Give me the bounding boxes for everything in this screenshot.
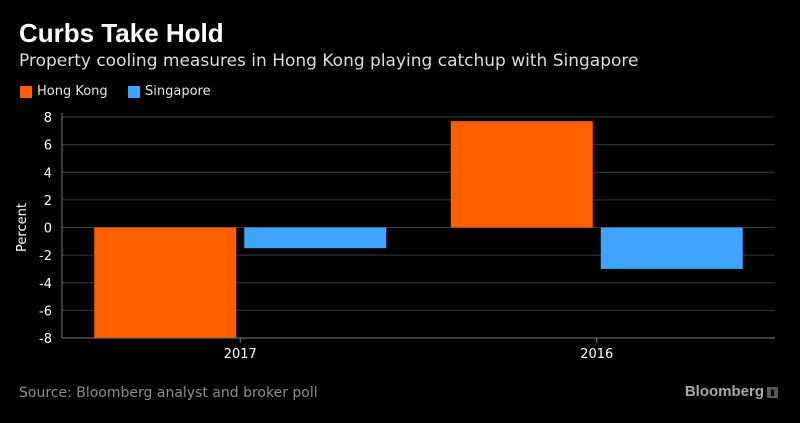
chart-icon: ▮ xyxy=(767,387,778,398)
y-tick-label: 0 xyxy=(44,222,52,237)
bar-singapore-2016 xyxy=(600,227,743,269)
source-note: Source: Bloomberg analyst and broker pol… xyxy=(19,385,318,401)
brand-logo: Bloomberg ▮ xyxy=(685,383,778,400)
y-axis-label: Percent xyxy=(15,203,30,252)
x-tick-label: 2016 xyxy=(580,347,613,362)
y-tick-label: 4 xyxy=(44,166,52,181)
x-tick-label: 2017 xyxy=(224,347,257,362)
chart-subtitle: Property cooling measures in Hong Kong p… xyxy=(19,51,639,71)
y-tick-label: 8 xyxy=(44,111,52,126)
brand-name: Bloomberg xyxy=(684,383,764,400)
y-tick-label: -2 xyxy=(39,249,52,264)
y-tick-label: -8 xyxy=(39,332,52,347)
y-tick-label: -6 xyxy=(39,304,52,319)
bar-hong-kong-2016 xyxy=(450,121,593,228)
legend-swatch-hong-kong xyxy=(20,86,32,98)
bar-hong-kong-2017 xyxy=(94,227,237,338)
legend-label-hong-kong: Hong Kong xyxy=(37,84,108,99)
y-tick-label: -4 xyxy=(39,277,52,292)
chart-title: Curbs Take Hold xyxy=(19,18,224,48)
bar-singapore-2017 xyxy=(244,227,387,249)
y-tick-label: 2 xyxy=(44,194,52,209)
legend-label-singapore: Singapore xyxy=(145,84,211,99)
legend-swatch-singapore xyxy=(128,86,140,98)
y-tick-label: 6 xyxy=(44,139,52,154)
